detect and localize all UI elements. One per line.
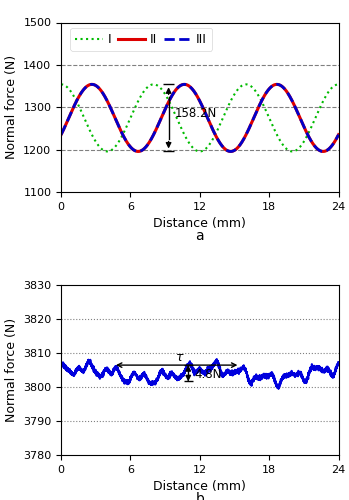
III — [90, 82, 94, 87]
I — [277, 137, 282, 143]
Text: $\tau$: $\tau$ — [175, 351, 185, 364]
II — [73, 100, 77, 106]
III — [194, 92, 198, 98]
III — [328, 144, 333, 150]
Text: a: a — [195, 230, 204, 243]
II — [59, 132, 63, 138]
I — [59, 82, 63, 87]
Text: 158.2N: 158.2N — [174, 107, 217, 120]
II — [90, 82, 94, 87]
Y-axis label: Normal force (N): Normal force (N) — [5, 55, 18, 160]
X-axis label: Distance (mm): Distance (mm) — [153, 480, 246, 494]
I — [328, 86, 333, 92]
Line: II: II — [61, 84, 339, 152]
Text: b: b — [195, 492, 204, 500]
III — [59, 132, 63, 138]
I — [73, 96, 77, 102]
I — [105, 148, 109, 154]
Y-axis label: Normal force (N): Normal force (N) — [5, 318, 17, 422]
II — [329, 144, 333, 150]
III — [277, 82, 282, 88]
I — [194, 148, 198, 154]
Line: I: I — [61, 84, 339, 152]
II — [321, 148, 325, 154]
Line: III: III — [61, 84, 339, 152]
I — [187, 140, 191, 145]
II — [277, 82, 282, 88]
II — [336, 132, 341, 138]
I — [328, 86, 333, 92]
III — [187, 83, 191, 89]
X-axis label: Distance (mm): Distance (mm) — [153, 218, 246, 230]
II — [187, 83, 191, 89]
Legend: I, II, III: I, II, III — [70, 28, 212, 51]
II — [328, 144, 333, 150]
I — [336, 82, 341, 87]
III — [73, 100, 77, 106]
II — [194, 92, 198, 98]
III — [329, 144, 333, 150]
III — [321, 148, 325, 154]
III — [336, 132, 341, 138]
Text: 4.8N: 4.8N — [194, 368, 221, 381]
